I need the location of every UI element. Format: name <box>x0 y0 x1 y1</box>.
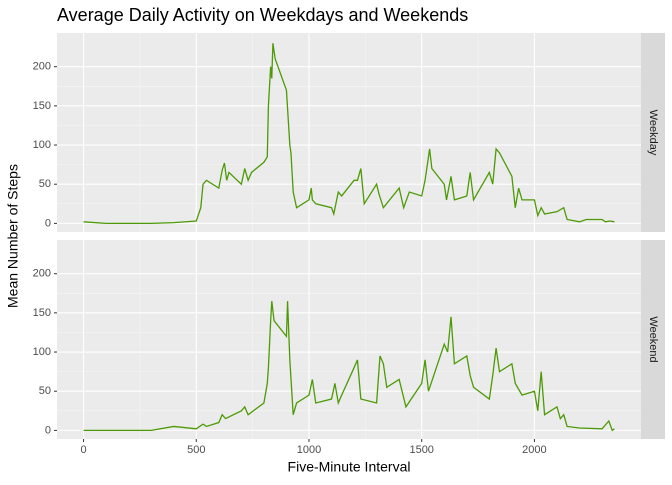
x-axis-label: Five-Minute Interval <box>288 459 411 475</box>
strip-label: Weekday <box>647 110 659 156</box>
y-tick-label: 150 <box>33 307 51 319</box>
x-tick-label: 1000 <box>297 444 321 456</box>
y-tick-label: 0 <box>45 217 51 229</box>
y-axis-label: Mean Number of Steps <box>5 164 21 308</box>
data-line <box>83 43 615 225</box>
y-tick-label: 100 <box>33 346 51 358</box>
x-tick-label: 1500 <box>409 444 433 456</box>
panel-background <box>57 33 641 232</box>
x-tick-label: 0 <box>80 444 86 456</box>
y-tick-label: 50 <box>39 178 51 190</box>
y-tick-label: 200 <box>33 61 51 73</box>
strip-background <box>641 33 665 232</box>
x-tick-label: 2000 <box>522 444 546 456</box>
y-tick-label: 150 <box>33 100 51 112</box>
chart-title: Average Daily Activity on Weekdays and W… <box>57 5 468 25</box>
y-tick-label: 200 <box>33 268 51 280</box>
strip-background <box>641 240 665 439</box>
x-tick-label: 500 <box>187 444 205 456</box>
y-tick-label: 0 <box>45 424 51 436</box>
y-tick-label: 50 <box>39 385 51 397</box>
data-line <box>83 301 615 432</box>
strip-label: Weekend <box>647 316 659 362</box>
y-tick-label: 100 <box>33 139 51 151</box>
